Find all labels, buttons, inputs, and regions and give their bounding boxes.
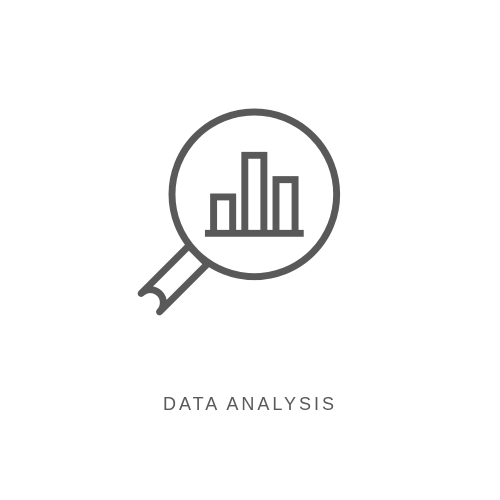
data-analysis-card: DATA ANALYSIS	[0, 0, 500, 500]
magnifier-bar-chart-icon	[120, 86, 380, 346]
icon-label: DATA ANALYSIS	[163, 394, 337, 415]
data-analysis-icon	[100, 66, 400, 366]
